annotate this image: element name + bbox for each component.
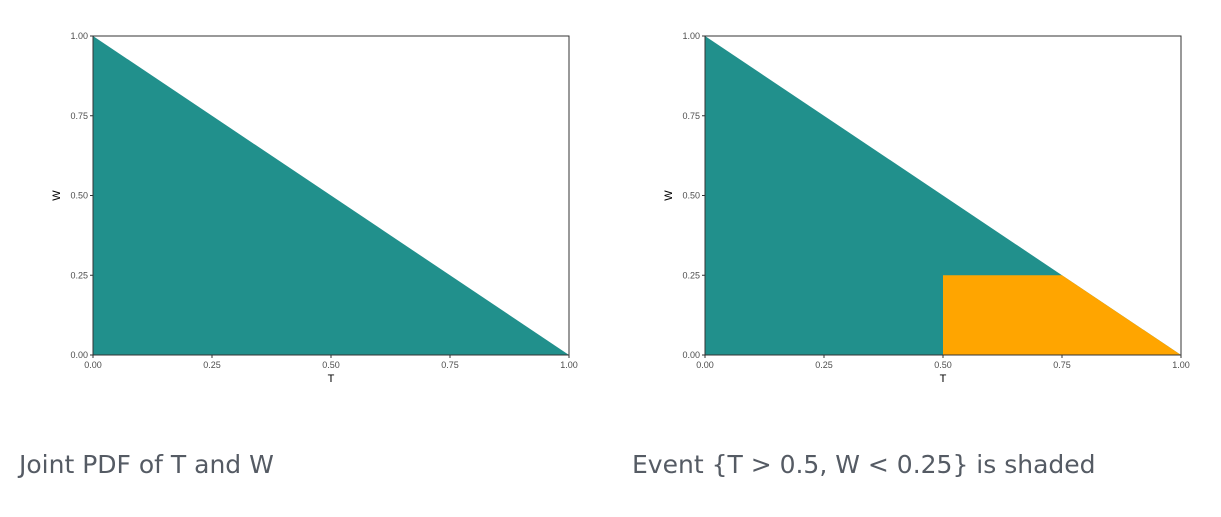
y-tick-label: 0.75 xyxy=(682,111,700,121)
y-axis-title: W xyxy=(663,190,675,201)
chart-caption: Joint PDF of T and W xyxy=(19,450,274,479)
x-tick-label: 0.75 xyxy=(1053,360,1071,370)
y-tick-label: 0.00 xyxy=(682,350,700,360)
y-tick-label: 0.50 xyxy=(70,191,88,201)
y-tick-label: 0.00 xyxy=(70,350,88,360)
y-tick-label: 1.00 xyxy=(70,31,88,41)
x-tick-label: 0.75 xyxy=(441,360,459,370)
y-tick-label: 0.75 xyxy=(70,111,88,121)
x-tick-label: 0.00 xyxy=(696,360,714,370)
region-polygon-1 xyxy=(943,275,1181,355)
x-tick-label: 0.25 xyxy=(815,360,833,370)
chart-svg: 0.00 0.25 0.50 0.75 1.00 0.00 0.25 0.50 0.75 1.00… xyxy=(663,31,1190,385)
chart-panel-event-shaded: 0.00 0.25 0.50 0.75 1.00 0.00 0.25 0.50 0.75 1.00… xyxy=(612,0,1221,517)
y-axis-title: W xyxy=(51,190,63,201)
x-tick-label: 0.25 xyxy=(203,360,221,370)
y-tick-label: 0.25 xyxy=(70,270,88,280)
x-tick-label: 1.00 xyxy=(560,360,578,370)
x-axis-title: T xyxy=(328,373,335,385)
chart-caption: Event {T > 0.5, W < 0.25} is shaded xyxy=(632,450,1096,479)
chart-panel-joint-pdf: 0.00 0.25 0.50 0.75 1.00 0.00 0.25 0.50 0.75 1.00… xyxy=(19,31,578,479)
x-tick-label: 1.00 xyxy=(1172,360,1190,370)
x-tick-label: 0.50 xyxy=(934,360,952,370)
chart-svg: 0.00 0.25 0.50 0.75 1.00 0.00 0.25 0.50 0.75 1.00… xyxy=(51,31,578,385)
x-axis-title: T xyxy=(940,373,947,385)
y-tick-label: 0.50 xyxy=(682,191,700,201)
x-tick-label: 0.00 xyxy=(84,360,102,370)
region-polygon-0 xyxy=(93,36,569,355)
x-tick-label: 0.50 xyxy=(322,360,340,370)
y-tick-label: 1.00 xyxy=(682,31,700,41)
y-tick-label: 0.25 xyxy=(682,270,700,280)
